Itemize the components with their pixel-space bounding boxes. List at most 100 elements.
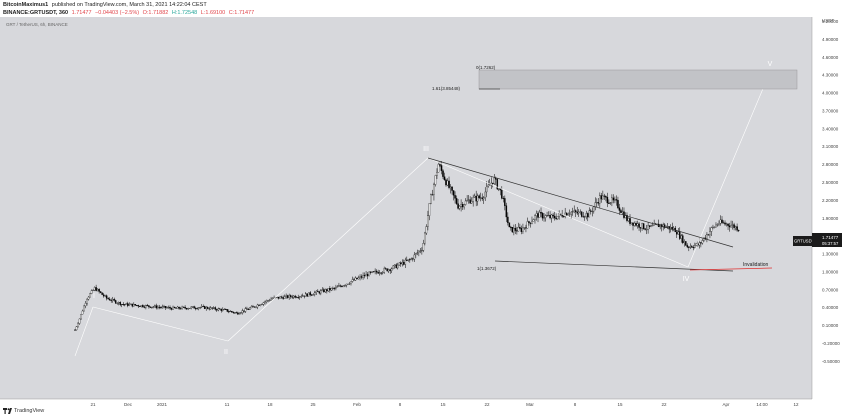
candle-body (470, 201, 473, 204)
candle-body (384, 268, 387, 270)
candle-body (114, 300, 117, 304)
x-tick-label: Mar (526, 402, 534, 407)
y-tick-label: 3.40000 (822, 126, 839, 131)
y-tick-label: 5.20000 (822, 19, 839, 24)
candle-body (199, 307, 201, 309)
candle-body (360, 276, 363, 278)
candle-body (279, 296, 281, 299)
candle-body (600, 195, 603, 200)
candle-body (250, 306, 253, 309)
candle-body (208, 308, 210, 310)
candle-body (493, 177, 496, 184)
candle-body (131, 303, 134, 307)
candle-body (544, 215, 547, 218)
candle-body (513, 227, 515, 233)
candle-body (317, 290, 319, 292)
candle-body (136, 305, 138, 306)
candle-body (286, 295, 289, 298)
y-tick-label: 4.30000 (822, 73, 839, 78)
candle-body (585, 213, 588, 217)
fib-lower-label: 1(1.3672) (477, 266, 497, 271)
candle-body (724, 222, 726, 225)
candle-body (416, 252, 419, 254)
candle-body (440, 165, 443, 171)
candle-body (326, 289, 328, 292)
candle-body (155, 305, 158, 309)
candle-body (105, 295, 108, 299)
candle-body (403, 262, 405, 265)
candle-body (389, 269, 391, 271)
candle-body (587, 213, 589, 218)
candle-body (182, 306, 185, 308)
candle-body (197, 307, 200, 309)
candle-body (638, 223, 640, 228)
candle-body (169, 307, 171, 309)
candle-body (92, 289, 94, 291)
candle-body (460, 204, 462, 207)
candle-body (172, 306, 174, 310)
candle-body (294, 295, 296, 298)
author-name[interactable]: BitcoinMaximus1 (3, 2, 49, 8)
candle-body (574, 210, 577, 213)
candle-body (476, 195, 479, 202)
candle-body (289, 295, 292, 297)
candle-body (365, 273, 367, 277)
candle-body (449, 186, 452, 188)
x-tick-label: 12 (793, 402, 799, 407)
candle-body (327, 288, 330, 292)
candle-body (734, 226, 737, 228)
candle-body (196, 308, 198, 310)
candle-body (243, 310, 245, 312)
candle-body (401, 262, 404, 265)
y-tick-label: 1.30000 (822, 252, 839, 257)
candle-body (630, 222, 633, 224)
candle-body (639, 227, 642, 229)
candle-body (473, 195, 476, 198)
candle-body (580, 211, 583, 217)
x-tick-label: 8 (574, 402, 577, 407)
candle-body (591, 210, 594, 212)
candle-body (644, 228, 646, 230)
candle-body (479, 197, 482, 199)
candle-body (632, 222, 634, 226)
candle-body (612, 197, 615, 201)
candle-body (722, 222, 725, 224)
candle-body (570, 211, 572, 215)
candle-body (502, 198, 505, 199)
candle-body (597, 202, 600, 204)
candle-body (329, 288, 331, 291)
candle-body (179, 308, 182, 310)
candle-body (89, 293, 91, 298)
candle-body (86, 299, 88, 304)
candle-body (255, 306, 257, 308)
candle-body (448, 180, 450, 188)
x-tick-label: 8 (399, 402, 402, 407)
candle-body (140, 305, 143, 307)
candle-body (280, 296, 283, 298)
candle-body (427, 215, 429, 227)
wave-label: IV (683, 276, 690, 283)
candle-body (194, 308, 197, 310)
candle-body (736, 226, 738, 231)
candle-body (443, 176, 446, 181)
candle-body (241, 310, 244, 313)
candle-body (564, 212, 566, 218)
candle-body (701, 240, 704, 244)
price-tag-value: 1.71477 (822, 235, 839, 240)
candle-body (164, 306, 167, 309)
candle-body (642, 223, 645, 229)
candle-body (93, 287, 96, 291)
candle-body (419, 250, 422, 252)
candle-body (119, 302, 121, 306)
candle-body (712, 226, 714, 228)
candle-body (393, 264, 396, 266)
candle-body (256, 304, 259, 308)
candle-body (122, 304, 125, 305)
candle-body (149, 306, 152, 308)
close-value: C:1.71477 (228, 10, 255, 16)
candle-body (107, 298, 109, 300)
candle-body (130, 303, 132, 305)
footer-brand[interactable]: TradingView (14, 408, 45, 414)
